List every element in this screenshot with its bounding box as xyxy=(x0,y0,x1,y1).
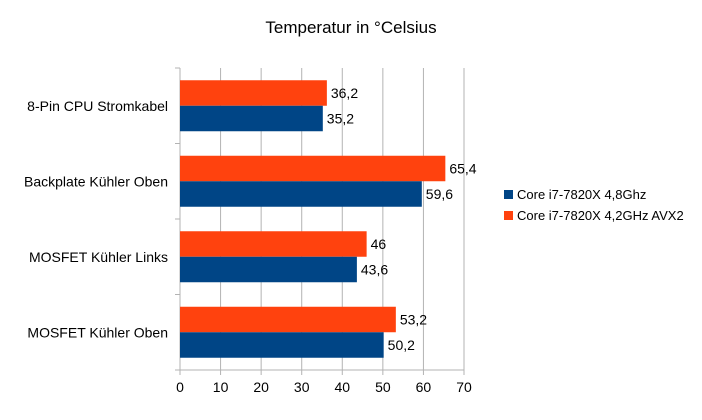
data-label: 36,2 xyxy=(331,85,358,101)
bar-orange xyxy=(180,155,446,182)
x-tick-label: 30 xyxy=(294,379,310,395)
bar-orange xyxy=(180,80,327,106)
legend: Core i7-7820X 4,8Ghz Core i7-7820X 4,2GHz… xyxy=(504,187,684,223)
data-label: 46 xyxy=(371,236,387,252)
x-tick-label: 60 xyxy=(416,379,432,395)
chart-title: Temperatur in °Celsius xyxy=(265,18,436,37)
x-tick-label: 0 xyxy=(176,379,184,395)
grid: 0 10 20 30 40 50 60 70 8-Pin CPU Stromkabel Backp… xyxy=(24,67,472,395)
bar-orange xyxy=(180,306,396,333)
data-label: 65,4 xyxy=(449,161,476,177)
category-label: MOSFET Kühler Oben xyxy=(27,324,168,340)
bar-blue xyxy=(180,256,357,283)
category-label: Backplate Kühler Oben xyxy=(24,173,168,189)
data-label: 50,2 xyxy=(388,337,415,353)
bar-orange xyxy=(180,231,367,257)
legend-label: Core i7-7820X 4,2GHz AVX2 xyxy=(517,208,684,223)
data-label: 35,2 xyxy=(327,111,354,127)
legend-swatch xyxy=(504,190,513,199)
category-label: 8-Pin CPU Stromkabel xyxy=(27,98,168,114)
x-tick-label: 40 xyxy=(334,379,350,395)
data-label: 43,6 xyxy=(361,262,388,278)
x-tick-label: 50 xyxy=(375,379,391,395)
x-tick-label: 20 xyxy=(253,379,269,395)
bar-blue xyxy=(180,181,422,207)
legend-label: Core i7-7820X 4,8Ghz xyxy=(517,187,646,202)
x-tick-label: 10 xyxy=(213,379,229,395)
x-tick-label: 70 xyxy=(456,379,472,395)
bar-blue xyxy=(180,105,323,132)
data-label: 53,2 xyxy=(400,312,427,328)
bars: 36,2 35,2 65,4 59,6 46 43,6 53,2 50,2 xyxy=(180,80,477,358)
data-label: 59,6 xyxy=(426,186,453,202)
bar-blue xyxy=(180,332,384,358)
legend-swatch xyxy=(504,211,513,220)
category-label: MOSFET Kühler Links xyxy=(29,249,168,265)
